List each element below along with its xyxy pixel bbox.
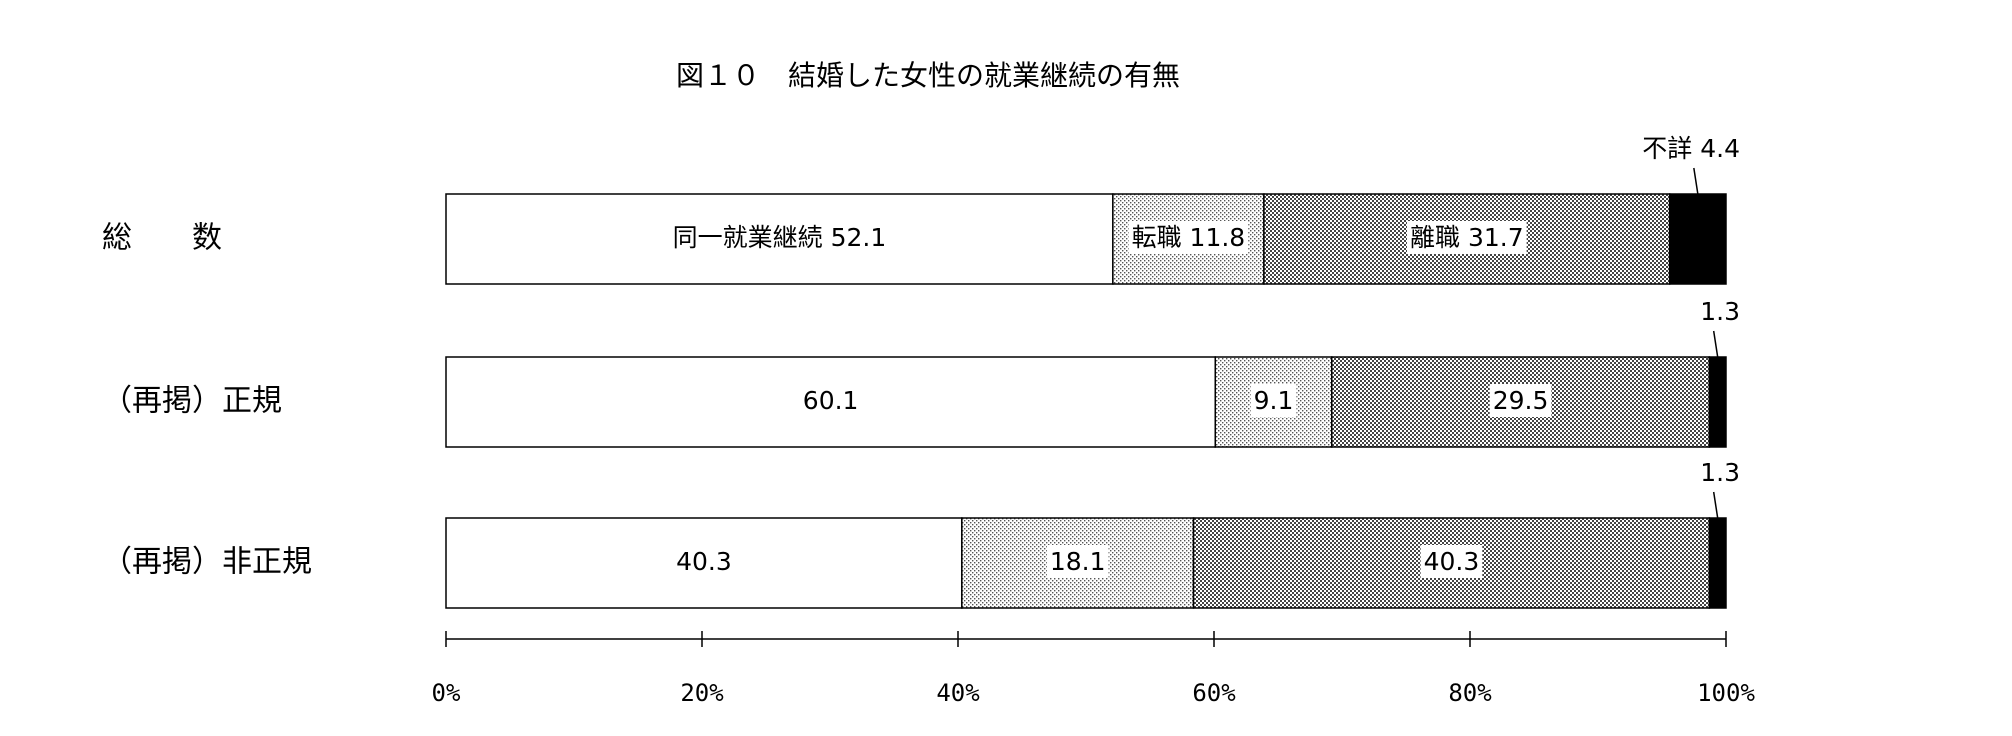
label-background: [1420, 545, 1483, 578]
data-label: 不詳 4.4: [1642, 134, 1740, 163]
series-name: 離職: [1410, 223, 1460, 252]
data-label: 同一就業継続 52.1: [673, 223, 887, 252]
x-tick-label: 40%: [936, 679, 980, 707]
data-value: 60.1: [803, 386, 859, 415]
bar-segment: [1214, 356, 1333, 448]
x-tick-label: 20%: [680, 679, 724, 707]
category-label: （再掲）正規: [102, 384, 282, 419]
data-value: 1.3: [1700, 297, 1740, 326]
series-name: 転職: [1132, 223, 1182, 252]
label-background: [1046, 545, 1109, 578]
label-background: [1250, 384, 1297, 417]
data-value: 52.1: [831, 223, 887, 252]
bar-segment: [445, 193, 1114, 285]
label-background: [1406, 221, 1527, 254]
x-tick-label: 80%: [1448, 679, 1492, 707]
data-value: 31.7: [1468, 223, 1524, 252]
data-value: 1.3: [1700, 458, 1740, 487]
x-tick-label: 60%: [1192, 679, 1236, 707]
leader-line: [1712, 491, 1719, 519]
data-label: 29.5: [1493, 386, 1549, 415]
category-label: 総 数: [102, 221, 222, 256]
data-value: 29.5: [1493, 386, 1549, 415]
data-label: 60.1: [803, 386, 859, 415]
data-value: 40.3: [1424, 547, 1480, 576]
data-label: 9.1: [1254, 386, 1294, 415]
data-label: 40.3: [1424, 547, 1480, 576]
bar-segment: [1668, 193, 1727, 285]
label-background: [1128, 221, 1249, 254]
leader-line: [1712, 330, 1719, 358]
data-label: 1.3: [1700, 458, 1740, 487]
data-label: 1.3: [1700, 297, 1740, 326]
series-name: 同一就業継続: [673, 223, 823, 252]
bar-segment: [445, 517, 963, 609]
data-value: 18.1: [1050, 547, 1106, 576]
bar-segment: [1708, 517, 1727, 609]
x-tick-label: 100%: [1697, 679, 1755, 707]
data-value: 11.8: [1190, 223, 1246, 252]
data-label: 40.3: [676, 547, 732, 576]
bar-segment: [445, 356, 1217, 448]
data-value: 4.4: [1700, 134, 1740, 163]
x-tick-label: 0%: [432, 679, 461, 707]
data-value: 9.1: [1254, 386, 1294, 415]
data-value: 40.3: [676, 547, 732, 576]
chart-title: 図１０ 結婚した女性の就業継続の有無: [676, 59, 1180, 92]
data-label: 離職 31.7: [1410, 223, 1524, 252]
category-label: （再掲）非正規: [102, 545, 312, 580]
series-name: 不詳: [1642, 134, 1692, 163]
data-label: 18.1: [1050, 547, 1106, 576]
leader-line: [1693, 167, 1699, 195]
label-background: [1489, 384, 1552, 417]
bar-segment: [1708, 356, 1727, 448]
data-label: 転職 11.8: [1132, 223, 1246, 252]
